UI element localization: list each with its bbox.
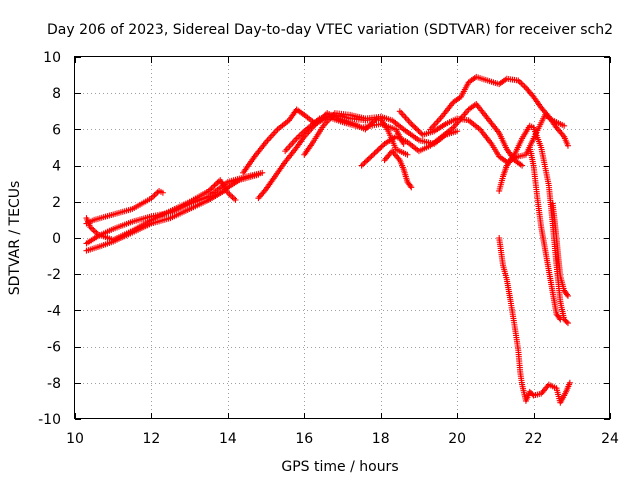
data-point [374,147,381,154]
y-tick-label: 6 [52,122,61,138]
data-point [416,129,423,136]
data-point [564,142,571,149]
x-tick-label: 12 [143,431,161,447]
y-tick-label: 2 [52,195,61,211]
data-point [415,127,422,134]
y-tick-label: -8 [47,376,61,392]
data-point [407,182,414,189]
y-tick-label: -10 [38,412,61,428]
x-tick-label: 22 [525,431,543,447]
data-point [259,169,266,176]
series-track-12 [427,73,571,149]
data-point [411,123,418,130]
x-tick-label: 18 [372,431,390,447]
data-point [295,134,302,141]
data-point [159,189,166,196]
y-tick-label: 0 [52,231,61,247]
data-point [230,195,237,202]
y-tick-label: 10 [43,50,61,66]
y-tick-label: 8 [52,86,61,102]
y-tick-label: -6 [47,340,61,356]
data-point [229,194,236,201]
data-point [371,150,378,157]
data-point [362,158,369,165]
data-point [519,162,526,169]
data-point [414,126,421,133]
series-track-4 [83,177,239,243]
series-track-15 [549,200,571,299]
x-tick-label: 24 [601,431,619,447]
series-track-3 [83,187,166,227]
data-point [90,227,97,234]
data-point [566,379,573,386]
x-tick-label: 20 [448,431,466,447]
series-track-10 [381,148,415,191]
data-point [408,120,415,127]
data-point [529,391,536,398]
data-point [404,151,411,158]
data-point [364,157,371,164]
data-point [380,142,387,149]
data-point [454,128,461,135]
data-point [210,183,217,190]
grid [75,57,610,419]
data-point [564,320,571,327]
data-point [205,187,212,194]
data-point [563,318,570,325]
data-point [409,122,416,129]
chart-title: Day 206 of 2023, Sidereal Day-to-day VTE… [47,22,613,38]
x-tick-label: 16 [295,431,313,447]
x-tick-label: 14 [219,431,237,447]
data-point [207,186,214,193]
data-point [365,155,372,162]
data-point [521,83,528,90]
data-point [372,149,379,156]
data-point [518,80,525,87]
data-point [214,179,221,186]
data-point [151,192,158,199]
data-point [408,184,415,191]
series-track-16 [496,235,573,406]
data-point [211,182,218,189]
data-point [375,146,382,153]
plot-frame [74,56,610,419]
data-series-layer [83,73,573,406]
data-point [361,159,368,166]
data-point [370,151,377,158]
y-tick-label: -4 [47,303,61,319]
x-tick-label: 10 [66,431,84,447]
data-point [556,315,563,322]
y-tick-label: 4 [52,159,61,175]
y-tick-label: -2 [47,267,61,283]
data-point [91,228,98,235]
x-axis-label: GPS time / hours [281,459,398,475]
y-axis-label: SDTVAR / TECUs [7,181,23,296]
series-track-13 [496,122,571,327]
data-point [368,153,375,160]
data-point [377,144,384,151]
series-track-9 [358,101,526,169]
series-track-14 [526,144,564,323]
data-point [232,196,239,203]
data-point [208,185,215,192]
data-point [412,125,419,132]
data-point [564,291,571,298]
data-point [360,161,367,168]
series-track-2 [83,169,266,247]
data-point [561,122,568,129]
data-point [367,154,374,161]
data-point [418,130,425,137]
data-point [519,81,526,88]
data-point [212,181,219,188]
data-point [564,292,571,299]
data-point [358,162,365,169]
data-point [378,143,385,150]
data-point [557,316,564,323]
